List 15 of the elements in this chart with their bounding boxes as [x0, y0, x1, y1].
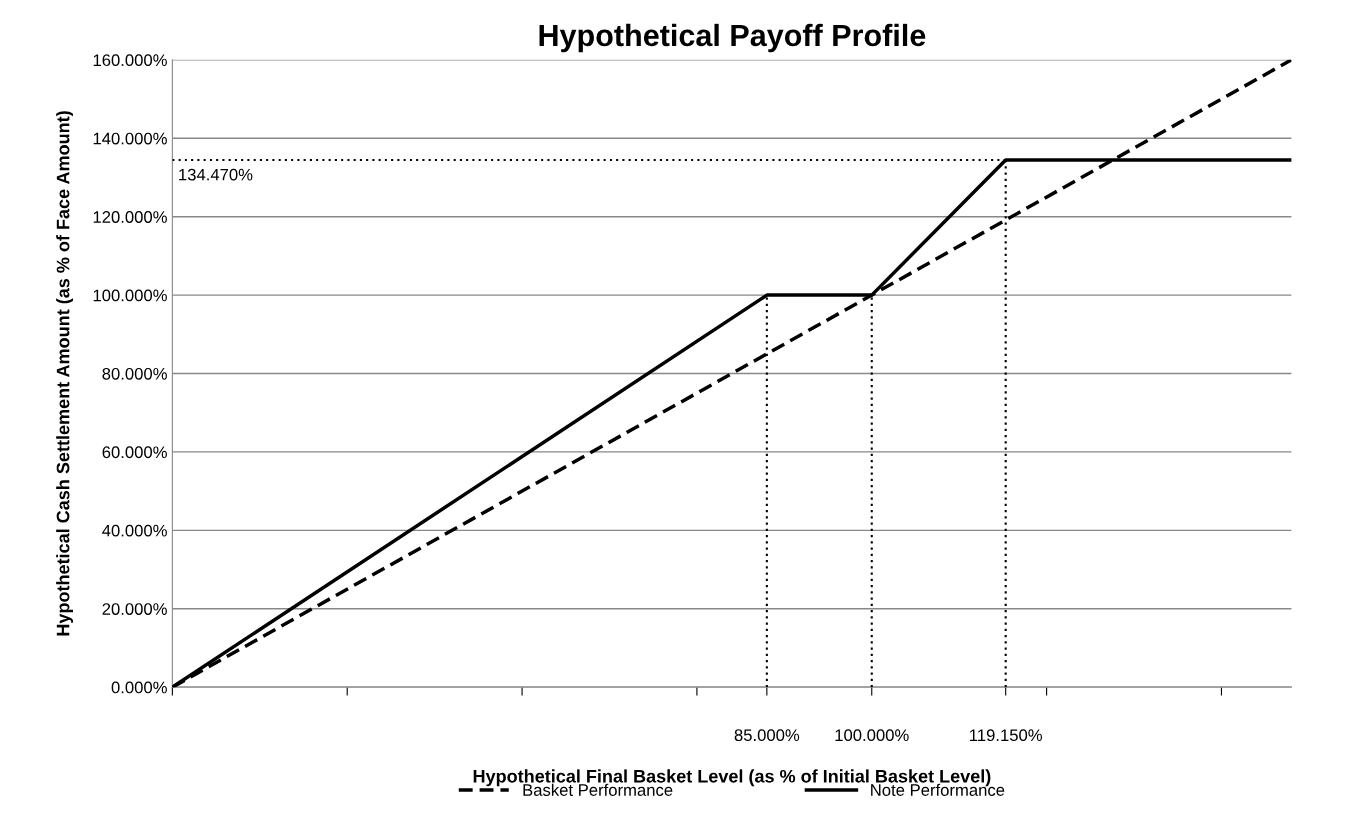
y-tick-label: 100.000%	[93, 289, 167, 302]
y-tick-label: 80.000%	[102, 367, 167, 380]
x-tick-label: 100.000%	[835, 729, 909, 742]
y-tick-label: 20.000%	[102, 603, 167, 615]
y-axis-title: Hypothetical Cash Settlement Amount (as % of Face Amount)	[56, 111, 73, 636]
x-tick-label: 119.150%	[970, 729, 1043, 742]
annotation: 134.470%	[179, 168, 253, 181]
y-tick-label: 0.000%	[111, 681, 167, 694]
x-tick-label: 85.000%	[734, 729, 800, 742]
y-tick-label: 60.000%	[102, 446, 167, 459]
y-tick-label: 140.000%	[93, 132, 167, 145]
y-tick-label: 40.000%	[102, 524, 167, 537]
y-tick-label: 160.000%	[93, 54, 167, 67]
y-tick-label: 120.000%	[93, 211, 167, 223]
chart-title: Hypothetical Payoff Profile	[539, 23, 926, 53]
